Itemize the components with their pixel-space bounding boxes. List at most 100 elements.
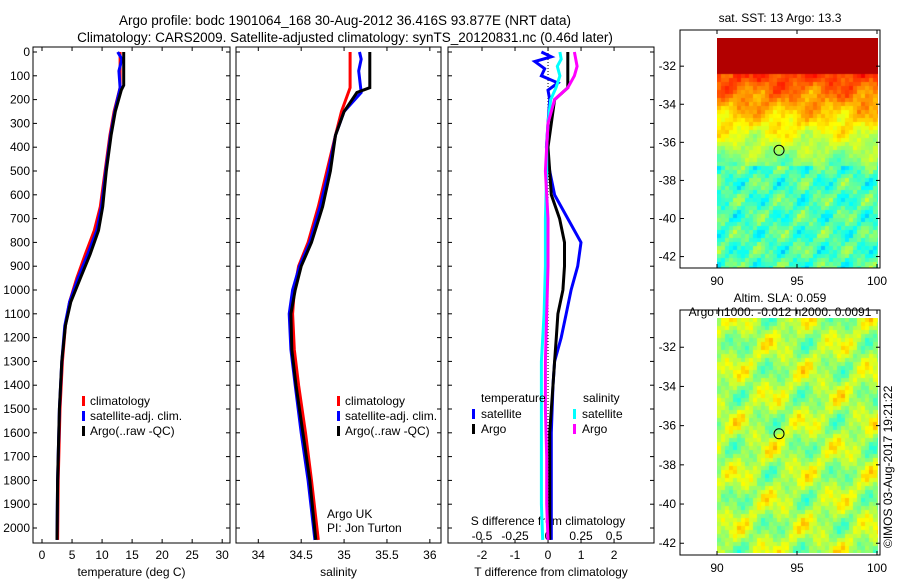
y-tick-label: 800	[10, 235, 30, 249]
legend-marker	[82, 426, 85, 436]
legend-marker	[472, 424, 475, 434]
legend-label: Argo(..raw -QC)	[345, 424, 430, 438]
legend-title: salinity	[583, 391, 620, 405]
y-tick-label: 900	[10, 259, 30, 273]
x-tick-label: 15	[125, 548, 139, 562]
argo-profile-figure: Argo profile: bodc 1901064_168 30-Aug-20…	[0, 0, 900, 580]
plot-frame-temperature	[33, 47, 230, 543]
y-tick-label: -38	[659, 173, 677, 187]
y-tick-label: 1600	[3, 426, 30, 440]
y-tick-label: 700	[10, 212, 30, 226]
x-tick-label: 30	[216, 548, 230, 562]
legend-label: satellite	[481, 407, 522, 421]
s-tick-label: -0.5	[472, 529, 493, 543]
title-line2: Climatology: CARS2009. Satellite-adjuste…	[77, 30, 613, 45]
title-line1: Argo profile: bodc 1901064_168 30-Aug-20…	[119, 13, 571, 28]
series-line-satellite-adj-clim-	[289, 52, 361, 540]
y-tick-label: 200	[10, 93, 30, 107]
s-tick-label: -0.25	[501, 529, 529, 543]
x-tick-label: 100	[867, 274, 887, 288]
y-tick-label: 1500	[3, 402, 30, 416]
annotation-line: PI: Jon Turton	[327, 521, 402, 535]
x-tick-label: 5	[69, 548, 76, 562]
legend-label: satellite-adj. clim.	[345, 409, 437, 423]
x-tick-label: -2	[477, 548, 488, 562]
y-tick-label: -42	[659, 536, 677, 550]
y-tick-label: -38	[659, 458, 677, 472]
x-axis-label: temperature (deg C)	[77, 565, 185, 579]
s-tick-label: 0.25	[569, 529, 593, 543]
legend-label: Argo	[481, 422, 507, 436]
map-title: sat. SST: 13 Argo: 13.3	[719, 11, 842, 25]
x-tick-label: 25	[185, 548, 199, 562]
x-tick-label: 1	[578, 548, 585, 562]
x-axis-label: salinity	[320, 565, 357, 579]
x-tick-label: 10	[95, 548, 109, 562]
x-tick-label: 2	[611, 548, 618, 562]
float-position-marker	[774, 145, 784, 155]
float-position-marker	[774, 429, 784, 439]
x-tick-label: -1	[510, 548, 521, 562]
y-tick-label: -40	[659, 211, 677, 225]
y-tick-label: 300	[10, 116, 30, 130]
annotation-line: Argo UK	[327, 507, 372, 521]
series-line-argo-raw-qc-	[57, 52, 124, 540]
x-tick-label: 0	[545, 548, 552, 562]
legend-label: satellite-adj. clim.	[90, 409, 182, 423]
series-line-temperature-argo	[548, 52, 568, 540]
y-tick-label: -34	[659, 97, 677, 111]
legend-label: climatology	[345, 394, 405, 408]
legend-label: Argo(..raw -QC)	[90, 424, 175, 438]
map-frame-sst-map	[680, 30, 880, 268]
legend-marker	[573, 424, 576, 434]
x-tick-label: 0	[39, 548, 46, 562]
series-line-argo-raw-qc-	[291, 52, 370, 540]
y-tick-label: 0	[23, 45, 30, 59]
y-tick-label: -42	[659, 250, 677, 264]
x-tick-label: 100	[867, 561, 887, 575]
x-tick-label: 95	[790, 274, 804, 288]
s-tick-label: 0.5	[606, 529, 623, 543]
y-tick-label: 1300	[3, 354, 30, 368]
y-tick-label: 1800	[3, 473, 30, 487]
legend-label: climatology	[90, 394, 150, 408]
y-tick-label: 400	[10, 140, 30, 154]
y-tick-label: 1200	[3, 331, 30, 345]
x-tick-label: 35	[337, 548, 351, 562]
x-tick-label: 34.5	[290, 548, 314, 562]
y-tick-label: 1400	[3, 378, 30, 392]
legend-marker	[472, 409, 475, 419]
legend-marker	[82, 396, 85, 406]
series-line-climatology	[293, 52, 351, 540]
map-frame-sla-map	[680, 310, 880, 555]
x-axis-label: T difference from climatology	[474, 565, 628, 579]
x-tick-label: 90	[710, 274, 724, 288]
copyright: ©IMOS 03-Aug-2017 19:21:22	[881, 385, 895, 548]
y-tick-label: 500	[10, 164, 30, 178]
y-tick-label: 1100	[4, 307, 30, 321]
y-tick-label: 1900	[3, 497, 30, 511]
y-tick-label: -32	[659, 340, 677, 354]
y-tick-label: -34	[659, 379, 677, 393]
legend-marker	[337, 411, 340, 421]
legend-title: temperature	[481, 391, 546, 405]
legend-marker	[82, 411, 85, 421]
legend-label: Argo	[582, 422, 608, 436]
x-tick-label: 36	[423, 548, 437, 562]
y-tick-label: 600	[10, 188, 30, 202]
y-tick-label: -40	[659, 497, 677, 511]
series-line-climatology	[58, 52, 121, 540]
map-title: Altim. SLA: 0.059	[734, 291, 827, 305]
y-tick-label: -36	[659, 419, 677, 433]
legend-marker	[573, 409, 576, 419]
y-tick-label: 1700	[3, 450, 30, 464]
y-tick-label: 2000	[3, 521, 30, 535]
x-tick-label: 90	[710, 561, 724, 575]
map-subtitle: Argo h1000: -0.012 h2000: 0.0091	[689, 305, 872, 319]
legend-marker	[337, 396, 340, 406]
y-tick-label: 100	[10, 69, 30, 83]
y-tick-label: 1000	[3, 283, 30, 297]
legend-marker	[337, 426, 340, 436]
x-tick-label: 95	[790, 561, 804, 575]
x-tick-label: 34	[252, 548, 266, 562]
